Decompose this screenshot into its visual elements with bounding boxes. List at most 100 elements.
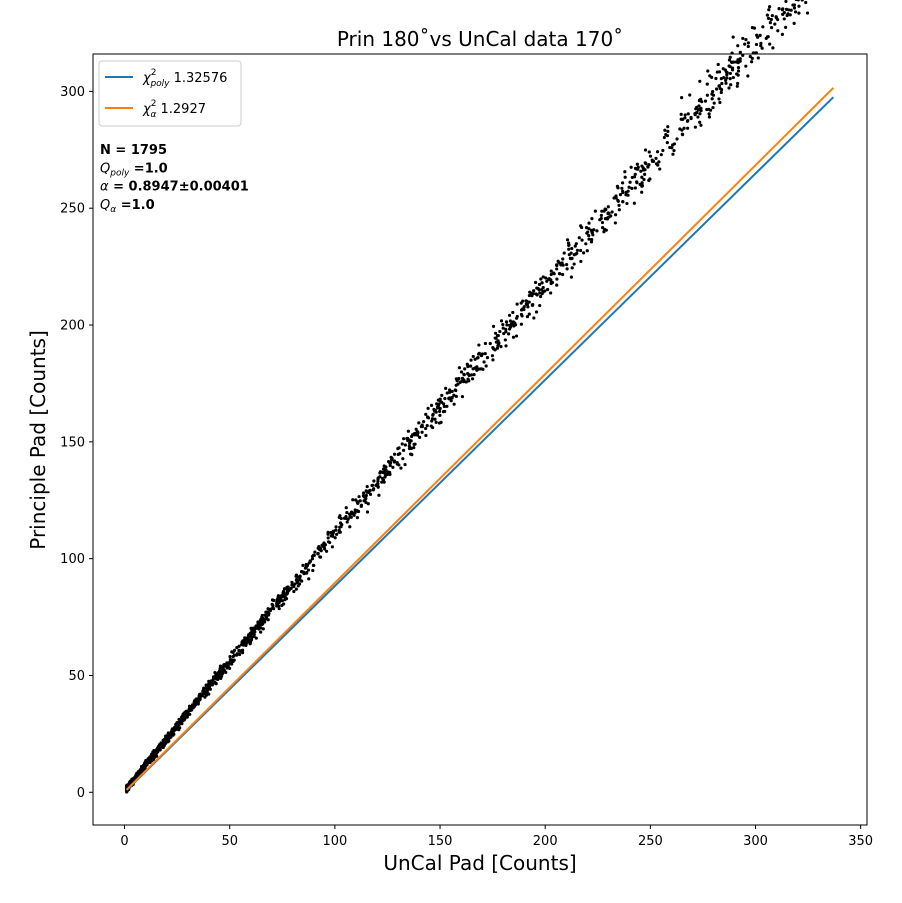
data-point xyxy=(412,432,417,436)
data-point xyxy=(717,84,721,88)
data-point xyxy=(782,17,786,21)
data-point xyxy=(445,404,449,408)
x-axis-ticks: 0 50 100 150 200 250 300 350 xyxy=(120,825,873,849)
data-point xyxy=(225,666,229,670)
data-point xyxy=(686,126,690,130)
data-point xyxy=(699,123,703,127)
data-point xyxy=(698,120,702,124)
data-point xyxy=(557,261,561,265)
data-point xyxy=(198,692,202,696)
data-point xyxy=(750,26,755,30)
data-point xyxy=(425,424,429,428)
data-point xyxy=(290,580,294,584)
data-point xyxy=(499,319,504,323)
data-point xyxy=(362,499,366,503)
data-point xyxy=(429,403,434,407)
data-point xyxy=(302,571,306,576)
data-point xyxy=(727,86,731,90)
data-point xyxy=(600,220,605,225)
stats-line: N = 1795 xyxy=(100,143,167,158)
data-point xyxy=(532,316,536,320)
data-point xyxy=(511,310,515,315)
data-point xyxy=(344,506,348,510)
data-point xyxy=(294,573,299,577)
data-point xyxy=(286,589,290,593)
data-point xyxy=(457,366,462,370)
data-point xyxy=(666,125,670,129)
y-axis-ticks: 0 50 100 150 200 250 300 xyxy=(60,85,93,801)
data-point xyxy=(187,704,192,708)
data-point xyxy=(459,370,464,374)
data-point xyxy=(252,633,256,637)
data-point xyxy=(475,365,479,369)
data-point xyxy=(549,278,553,282)
plot-area xyxy=(125,0,835,794)
data-point xyxy=(573,244,577,248)
data-point xyxy=(730,60,734,64)
data-point xyxy=(359,503,364,507)
data-point xyxy=(436,406,440,410)
data-point xyxy=(151,753,155,757)
data-point xyxy=(765,35,770,39)
data-point xyxy=(541,275,545,279)
data-point xyxy=(609,214,613,218)
data-point xyxy=(294,587,298,591)
data-point xyxy=(399,466,403,470)
data-point xyxy=(784,0,788,3)
data-point xyxy=(370,483,374,488)
data-point xyxy=(452,393,456,397)
axes-frame xyxy=(92,53,868,826)
data-point xyxy=(585,249,589,253)
data-point xyxy=(570,266,574,270)
data-point xyxy=(800,0,804,2)
data-point xyxy=(504,320,509,324)
data-point xyxy=(388,461,393,465)
data-point xyxy=(675,137,679,141)
data-point xyxy=(628,180,632,184)
data-point xyxy=(420,424,424,428)
data-point xyxy=(613,221,617,225)
data-point xyxy=(787,8,791,12)
data-point xyxy=(424,412,428,416)
data-point xyxy=(146,761,150,765)
data-point xyxy=(445,391,449,395)
data-point xyxy=(771,46,775,50)
data-point xyxy=(636,167,640,171)
data-point xyxy=(219,664,223,669)
data-point xyxy=(521,299,525,303)
data-point xyxy=(432,407,436,412)
data-point xyxy=(746,44,750,49)
data-point xyxy=(204,686,209,690)
data-point xyxy=(161,743,165,747)
data-point xyxy=(464,380,468,384)
data-point xyxy=(169,735,173,739)
data-point xyxy=(617,203,621,207)
data-point xyxy=(635,162,639,166)
data-point xyxy=(403,462,407,467)
data-point xyxy=(293,582,297,586)
fit-line xyxy=(125,87,835,791)
data-point xyxy=(727,64,731,68)
data-point xyxy=(125,790,129,794)
data-point xyxy=(201,692,205,696)
data-point xyxy=(351,498,355,502)
data-point xyxy=(550,280,555,285)
data-point xyxy=(504,330,508,334)
data-point xyxy=(194,697,198,702)
stats-line: α = 0.8947±0.00401 xyxy=(100,180,249,195)
data-point xyxy=(367,490,371,495)
data-point xyxy=(633,175,637,179)
data-point xyxy=(761,25,765,29)
data-point xyxy=(540,281,544,285)
data-point xyxy=(536,286,540,291)
legend: χ2 poly 1.32576 χ2 α 1.2927 xyxy=(98,60,242,127)
data-point xyxy=(382,464,386,468)
data-point xyxy=(767,8,771,12)
data-point xyxy=(376,477,380,481)
data-point xyxy=(462,373,466,377)
data-point xyxy=(213,671,217,675)
data-point xyxy=(493,336,497,340)
data-point xyxy=(680,132,684,136)
data-point xyxy=(720,88,724,92)
data-point xyxy=(642,177,646,182)
